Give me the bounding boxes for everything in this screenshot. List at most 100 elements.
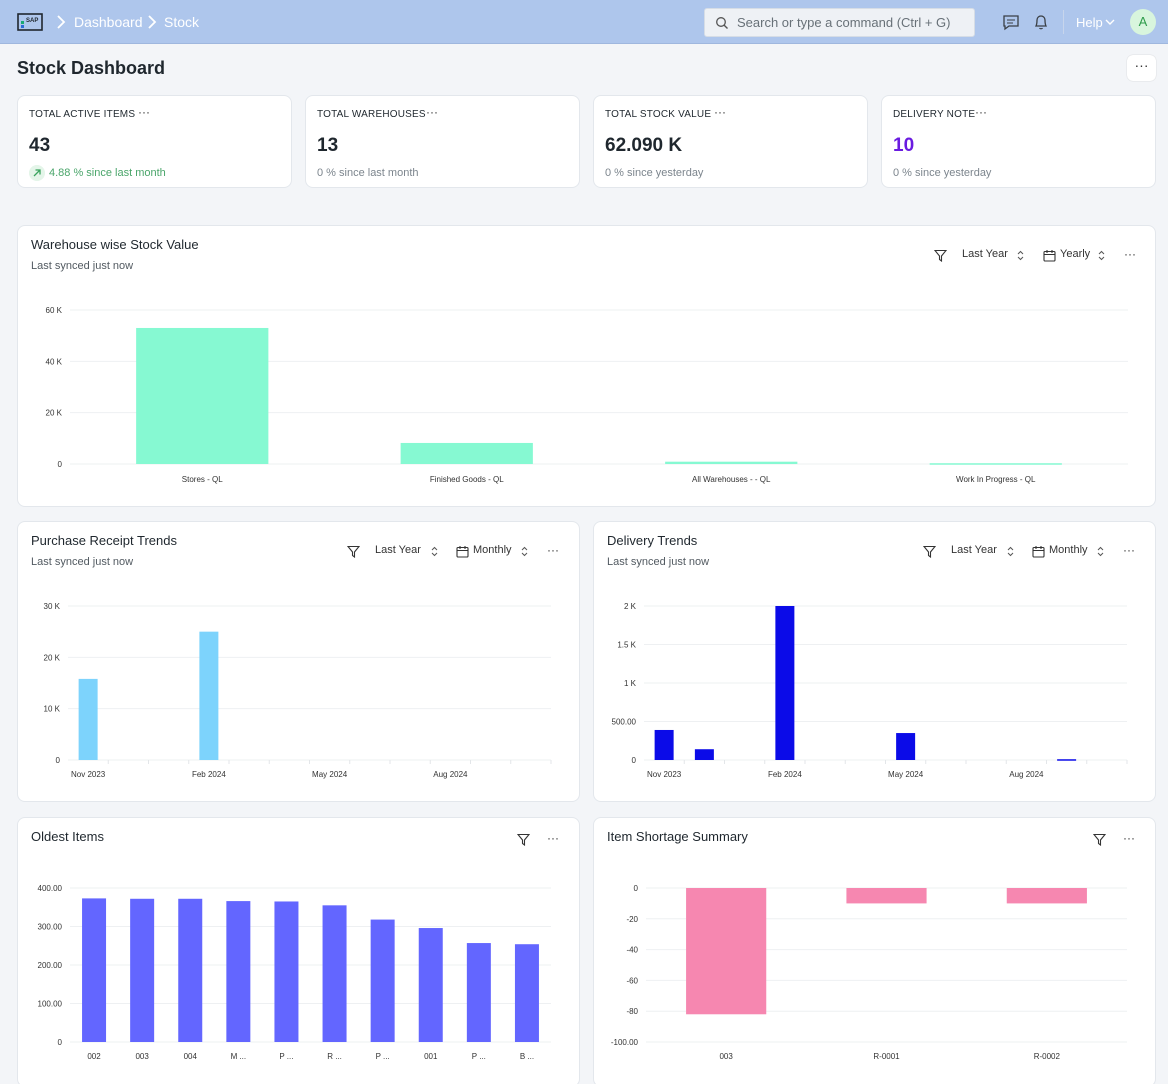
- panel-menu-button[interactable]: ···: [547, 831, 559, 845]
- bar[interactable]: [775, 606, 795, 760]
- range-dropdown[interactable]: Last Year: [962, 248, 1008, 260]
- panel-title: Item Shortage Summary: [607, 829, 748, 844]
- y-tick-label: -80: [626, 1007, 638, 1016]
- panel-sync-status: Last synced just now: [31, 260, 134, 272]
- calendar-icon: [1032, 546, 1045, 558]
- bar[interactable]: [1057, 759, 1077, 761]
- card-menu-button[interactable]: ···: [975, 105, 987, 119]
- help-menu[interactable]: Help: [1076, 15, 1103, 30]
- card-label: TOTAL ACTIVE ITEMS: [29, 109, 136, 120]
- search-icon: [716, 17, 728, 29]
- x-tick-label: 002: [87, 1052, 101, 1061]
- item-shortage-chart: -100.00 -80 -60 -40 -20 0 003 R-0001 R-0002: [611, 884, 1127, 1061]
- panel-oldest-items: 0 100.00 200.00 300.00 400.00 002 003 004 M ... P…: [17, 817, 580, 1084]
- bar[interactable]: [514, 944, 539, 1042]
- bar[interactable]: [130, 898, 155, 1042]
- bar[interactable]: [665, 461, 798, 464]
- bar[interactable]: [896, 733, 916, 760]
- breadcrumb-dashboard[interactable]: Dashboard: [74, 14, 143, 30]
- filter-icon[interactable]: [923, 545, 936, 558]
- search-input[interactable]: [737, 9, 969, 36]
- bar[interactable]: [400, 442, 533, 464]
- panel-title: Purchase Receipt Trends: [31, 533, 177, 548]
- x-tick-label: May 2024: [888, 770, 924, 779]
- x-tick-label: Work In Progress - QL: [956, 475, 1036, 484]
- number-card-delivery-note: DELIVERY NOTE ··· 10 0 % since yesterday: [881, 95, 1156, 188]
- card-label: DELIVERY NOTE: [893, 109, 976, 120]
- bar[interactable]: [199, 631, 219, 760]
- bar[interactable]: [694, 749, 714, 760]
- panel-title: Warehouse wise Stock Value: [31, 237, 199, 252]
- bar[interactable]: [274, 901, 299, 1042]
- filter-icon[interactable]: [1093, 833, 1106, 846]
- bar[interactable]: [136, 327, 269, 464]
- bar[interactable]: [929, 463, 1062, 465]
- sort-chevrons-icon: [1097, 546, 1104, 557]
- panel-menu-button[interactable]: ···: [1124, 247, 1136, 261]
- x-tick-label: 001: [424, 1052, 438, 1061]
- y-tick-label: 2 K: [624, 602, 637, 611]
- interval-dropdown[interactable]: Monthly: [1049, 544, 1088, 556]
- card-sub-text: 0 % since yesterday: [893, 167, 992, 179]
- panel-item-shortage-summary: -100.00 -80 -60 -40 -20 0 003 R-0001 R-0002 Item…: [593, 817, 1156, 1084]
- x-tick-label: 003: [135, 1052, 149, 1061]
- card-menu-button[interactable]: ···: [426, 105, 438, 119]
- y-tick-label: 20 K: [44, 653, 61, 662]
- panel-warehouse-stock-value: 0 20 K 40 K 60 K Stores - QL Finished Goods -…: [17, 225, 1156, 507]
- panel-delivery-trends: 0 500.00 1 K 1.5 K 2 K Nov 2023 Feb 2024 May 20…: [593, 521, 1156, 802]
- filter-icon[interactable]: [347, 545, 360, 558]
- avatar[interactable]: A: [1130, 9, 1156, 35]
- chevron-down-icon[interactable]: [1105, 18, 1115, 26]
- bar[interactable]: [78, 678, 98, 760]
- chevron-right-icon: [57, 15, 66, 29]
- sort-chevrons-icon: [1007, 546, 1014, 557]
- panel-menu-button[interactable]: ···: [1123, 543, 1135, 557]
- x-tick-label: R-0002: [1034, 1052, 1061, 1061]
- page-title: Stock Dashboard: [17, 58, 166, 78]
- panel-menu-button[interactable]: ···: [547, 543, 559, 557]
- card-sub-text: 0 % since last month: [317, 167, 419, 179]
- card-label: TOTAL STOCK VALUE: [605, 109, 712, 120]
- panel-menu-button[interactable]: ···: [1123, 831, 1135, 845]
- y-tick-label: 20 K: [46, 409, 63, 418]
- y-tick-label: 400.00: [38, 884, 63, 893]
- calendar-icon: [456, 546, 469, 558]
- app-logo[interactable]: SAP: [17, 13, 43, 31]
- y-tick-label: 10 K: [44, 705, 61, 714]
- y-tick-label: -60: [626, 976, 638, 985]
- card-menu-button[interactable]: ···: [138, 105, 150, 119]
- x-tick-label: Aug 2024: [433, 770, 468, 779]
- bar[interactable]: [226, 901, 251, 1042]
- x-tick-label: P ...: [376, 1052, 390, 1061]
- trend-up-icon: [29, 165, 45, 181]
- y-tick-label: 0: [58, 1038, 63, 1047]
- bar[interactable]: [846, 888, 927, 904]
- y-tick-label: 0: [634, 884, 639, 893]
- bar[interactable]: [82, 898, 107, 1042]
- bar[interactable]: [466, 943, 491, 1042]
- chat-icon[interactable]: [1002, 13, 1020, 31]
- filter-icon[interactable]: [934, 249, 947, 262]
- x-tick-label: Finished Goods - QL: [430, 475, 504, 484]
- bar[interactable]: [322, 905, 347, 1042]
- range-dropdown[interactable]: Last Year: [375, 544, 421, 556]
- range-dropdown[interactable]: Last Year: [951, 544, 997, 556]
- purchase-receipt-chart: 0 10 K 20 K 30 K Nov 2023 Feb 2024 May 2024 Aug…: [44, 602, 552, 779]
- filter-icon[interactable]: [517, 833, 530, 846]
- y-tick-label: 60 K: [46, 306, 63, 315]
- interval-dropdown[interactable]: Yearly: [1060, 248, 1091, 260]
- bell-icon[interactable]: [1032, 13, 1050, 31]
- calendar-icon: [1043, 250, 1056, 262]
- x-tick-label: 003: [719, 1052, 733, 1061]
- breadcrumb-stock[interactable]: Stock: [164, 14, 200, 30]
- bar[interactable]: [418, 928, 443, 1042]
- page-menu-button[interactable]: ···: [1127, 55, 1156, 81]
- interval-dropdown[interactable]: Monthly: [473, 544, 512, 556]
- y-tick-label: -20: [626, 915, 638, 924]
- card-menu-button[interactable]: ···: [714, 105, 726, 119]
- bar[interactable]: [686, 888, 767, 1015]
- bar[interactable]: [370, 919, 395, 1042]
- bar[interactable]: [654, 729, 674, 760]
- bar[interactable]: [178, 898, 203, 1042]
- bar[interactable]: [1006, 888, 1087, 904]
